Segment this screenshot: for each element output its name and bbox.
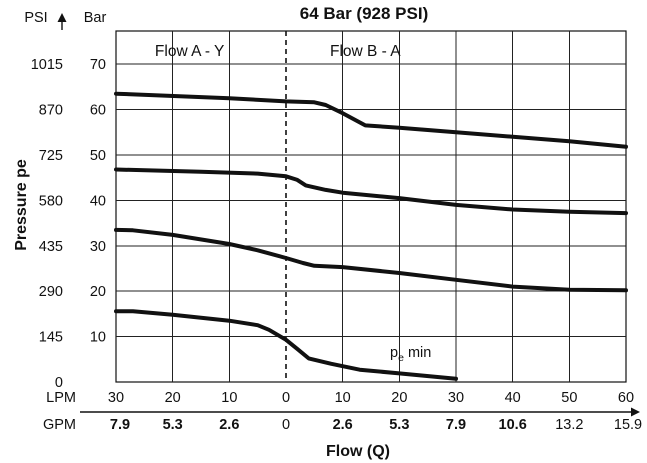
x-tick-gpm-label: 15.9 (614, 417, 642, 433)
plot-frame (115, 30, 627, 383)
x-tick-gpm-label: 5.3 (163, 417, 183, 433)
x-tick-gpm-label: 0 (282, 417, 290, 433)
psi-unit-label: PSI (24, 10, 47, 26)
pe-min-suffix: min (404, 345, 431, 361)
x-tick-lpm-label: 50 (561, 390, 577, 406)
x-tick-lpm-label: 10 (221, 390, 237, 406)
grid-layer (115, 30, 627, 383)
y-axis-arrow-icon (57, 13, 67, 22)
y-tick-psi-label: 0 (55, 375, 63, 391)
y-tick-psi-label: 145 (39, 330, 63, 346)
y-tick-psi-label: 435 (39, 239, 63, 255)
curve-layer (114, 91, 628, 381)
gpm-row-label: GPM (43, 417, 76, 433)
pressure-curve-1 (114, 91, 628, 149)
x-tick-gpm-label: 13.2 (555, 417, 583, 433)
x-tick-lpm-label: 0 (282, 390, 290, 406)
y-tick-bar-label: 40 (90, 193, 106, 209)
y-tick-psi-label: 870 (39, 103, 63, 119)
pe-min-base: p (390, 345, 398, 361)
x-tick-gpm-label: 2.6 (333, 417, 353, 433)
y-tick-bar-label: 30 (90, 239, 106, 255)
x-axis-title: Flow (Q) (326, 443, 390, 460)
y-axis-title: Pressure pe (13, 159, 30, 251)
x-tick-lpm-label: 30 (108, 390, 124, 406)
y-tick-psi-label: 725 (39, 148, 63, 164)
y-tick-psi-label: 580 (39, 193, 63, 209)
lpm-row-label: LPM (46, 390, 76, 406)
region-label-flow-b-a: Flow B - A (330, 43, 401, 60)
region-label-flow-a-y: Flow A - Y (155, 43, 225, 60)
y-tick-bar-label: 20 (90, 284, 106, 300)
tick-layer: 10 20 30 40 50 60 70 0 145 290 435 580 725 870 1015 30 2… (31, 57, 642, 433)
x-tick-lpm-label: 10 (335, 390, 351, 406)
pressure-curve-2 (114, 167, 628, 216)
y-tick-bar-label: 10 (90, 330, 106, 346)
y-tick-psi-label: 290 (39, 284, 63, 300)
chart-title: 64 Bar (928 PSI) (300, 4, 429, 23)
y-tick-bar-label: 50 (90, 148, 106, 164)
pe-min-annotation: pe min (390, 345, 431, 364)
x-tick-gpm-label: 2.6 (219, 417, 239, 433)
pe-min-sub: e (398, 352, 404, 364)
bar-unit-label: Bar (84, 10, 107, 26)
x-tick-gpm-label: 5.3 (389, 417, 409, 433)
pressure-curve-4 (114, 309, 458, 381)
pressure-curve-3 (114, 227, 628, 293)
x-tick-lpm-label: 60 (618, 390, 634, 406)
x-tick-lpm-label: 20 (391, 390, 407, 406)
x-tick-lpm-label: 20 (165, 390, 181, 406)
gpm-axis-arrow-icon (631, 407, 640, 417)
x-tick-gpm-label: 7.9 (446, 417, 466, 433)
y-tick-bar-label: 70 (90, 57, 106, 73)
x-tick-lpm-label: 40 (505, 390, 521, 406)
x-tick-lpm-label: 30 (448, 390, 464, 406)
y-tick-psi-label: 1015 (31, 57, 63, 73)
x-tick-gpm-label: 10.6 (499, 417, 527, 433)
y-tick-bar-label: 60 (90, 103, 106, 119)
x-tick-gpm-label: 7.9 (110, 417, 130, 433)
